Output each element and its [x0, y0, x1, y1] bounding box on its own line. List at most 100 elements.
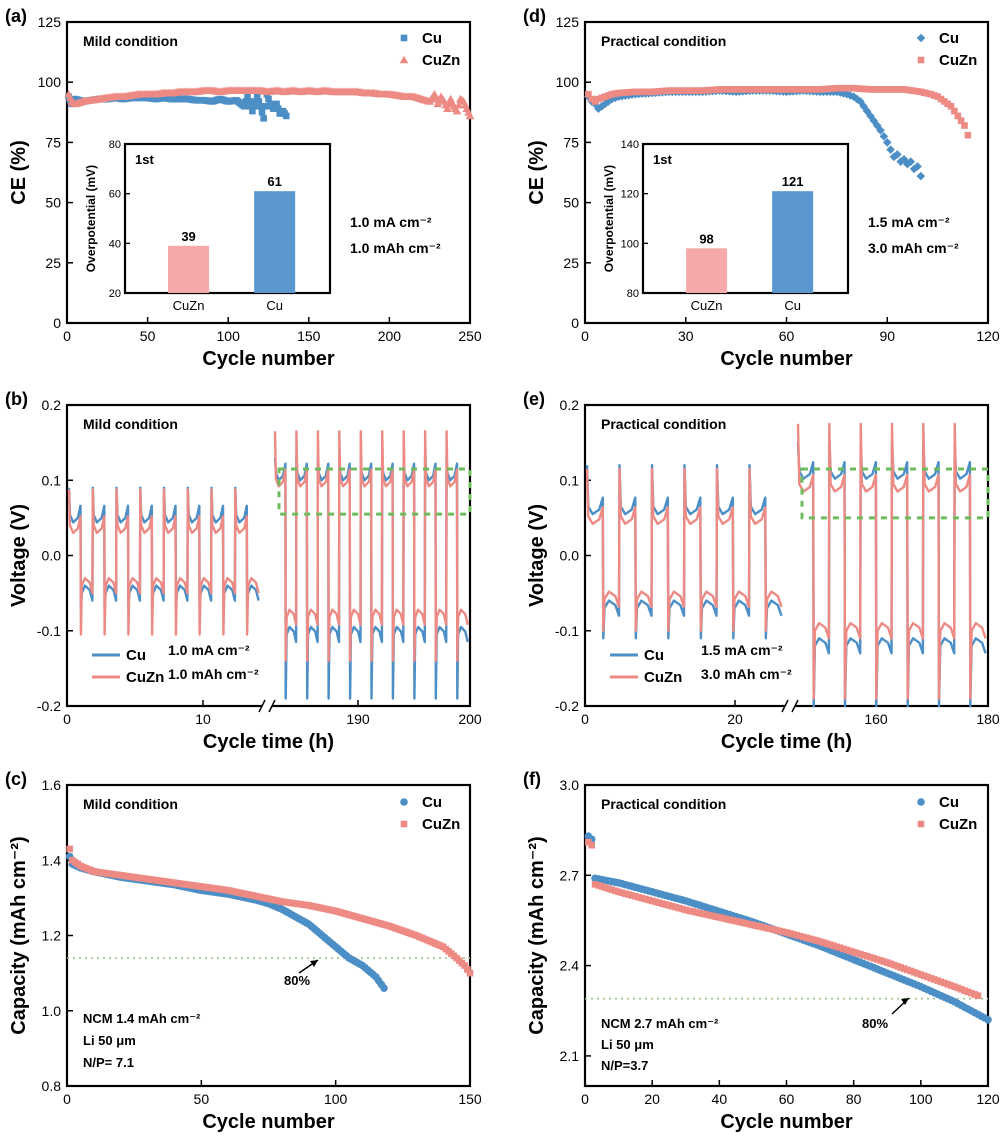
- data-point: [853, 85, 861, 92]
- legend-marker: [917, 820, 925, 828]
- y-tick-label: 0.2: [560, 397, 580, 413]
- data-point: [769, 926, 777, 933]
- x-axis-label: Cycle number: [720, 1111, 852, 1133]
- data-point: [937, 95, 945, 103]
- y-tick-label: 2.4: [560, 958, 580, 974]
- data-point: [692, 908, 700, 916]
- data-point: [430, 89, 439, 98]
- data-point: [886, 145, 895, 154]
- data-point: [766, 925, 774, 933]
- x-tick-label: 190: [346, 711, 370, 727]
- data-point: [850, 948, 857, 956]
- data-point: [746, 86, 753, 93]
- data-point: [702, 87, 710, 94]
- data-point: [793, 931, 800, 939]
- data-point: [930, 92, 938, 99]
- data-point: [776, 86, 784, 93]
- y-axis-label: Capacity (mAh cm⁻²): [526, 836, 548, 1034]
- data-point: [742, 86, 750, 93]
- data-point: [889, 152, 899, 162]
- data-point: [904, 86, 911, 94]
- data-point: [699, 87, 706, 94]
- data-point: [863, 952, 871, 960]
- y-tick-label: -0.1: [555, 623, 579, 639]
- series-cuzn: [585, 838, 982, 999]
- data-point: [618, 89, 626, 97]
- data-point: [820, 939, 827, 946]
- y-tick-label: -0.1: [37, 623, 61, 639]
- data-point: [783, 86, 790, 93]
- x-tick-label: 0: [581, 328, 589, 344]
- data-point: [752, 922, 760, 930]
- legend-label: CuZn: [939, 52, 977, 69]
- y-tick-label: 1.6: [42, 777, 62, 793]
- panel-label: (d): [523, 6, 546, 26]
- x-tick-label: 150: [458, 1091, 482, 1107]
- data-point: [615, 888, 622, 896]
- inset-y-tick-label: 20: [109, 288, 121, 300]
- data-point: [786, 86, 794, 93]
- data-point: [847, 84, 854, 92]
- y-tick-label: 125: [38, 14, 62, 30]
- data-point: [870, 86, 878, 93]
- data-point: [773, 926, 780, 934]
- x-tick-label: 90: [879, 328, 895, 344]
- panel-label: (a): [5, 6, 27, 26]
- data-point: [273, 100, 280, 108]
- data-point: [877, 86, 884, 93]
- series-cuzn: [66, 845, 474, 977]
- axis-break-gap: [262, 700, 272, 712]
- data-point: [820, 85, 827, 93]
- inset-frame: [641, 142, 850, 295]
- data-point: [964, 988, 972, 996]
- data-point: [769, 86, 777, 93]
- data-point: [705, 86, 713, 94]
- data-point: [869, 116, 879, 126]
- data-point: [598, 883, 606, 890]
- data-point: [789, 86, 797, 93]
- data-point: [675, 87, 683, 94]
- inset-bar-value: 98: [699, 231, 713, 246]
- data-point: [632, 88, 639, 96]
- axis-break-mark: [268, 699, 276, 713]
- legend-label: CuZn: [126, 669, 164, 686]
- data-point: [779, 928, 787, 936]
- data-point: [816, 938, 824, 945]
- panel-title: Practical condition: [601, 416, 726, 432]
- data-point: [870, 955, 878, 962]
- axis-break-mark: [781, 699, 789, 713]
- data-point: [466, 969, 474, 977]
- data-point: [947, 982, 955, 989]
- y-tick-label: 2.1: [560, 1048, 580, 1064]
- data-point: [924, 90, 931, 97]
- x-tick-label: 160: [864, 711, 888, 727]
- data-point: [253, 93, 261, 100]
- data-point: [873, 956, 881, 963]
- data-point: [591, 98, 599, 105]
- data-point: [756, 86, 763, 93]
- data-point: [944, 100, 951, 108]
- data-point: [689, 908, 696, 915]
- inset-bar-value: 39: [181, 229, 195, 244]
- data-point: [622, 890, 629, 897]
- data-point: [635, 893, 643, 901]
- y-tick-label: -0.2: [555, 698, 579, 714]
- data-point: [585, 90, 592, 98]
- x-axis-label: Cycle time (h): [203, 731, 334, 753]
- data-point: [930, 976, 938, 983]
- data-point: [830, 85, 837, 92]
- data-point: [662, 901, 669, 908]
- data-point: [954, 984, 962, 992]
- y-tick-label: -0.2: [37, 698, 61, 714]
- data-point: [464, 966, 471, 973]
- inset-category-label: CuZn: [691, 298, 723, 313]
- data-point: [746, 920, 753, 928]
- data-point: [274, 105, 282, 112]
- data-point: [924, 973, 931, 981]
- data-point: [783, 929, 790, 936]
- data-point: [850, 84, 857, 92]
- panel-e: -0.2 -0.1 0.0 0.1 0.2 0 20 160 180 Cycle time (h)…: [523, 389, 1000, 753]
- legend-label: Cu: [422, 794, 442, 811]
- data-point: [773, 86, 780, 93]
- data-point: [803, 86, 810, 93]
